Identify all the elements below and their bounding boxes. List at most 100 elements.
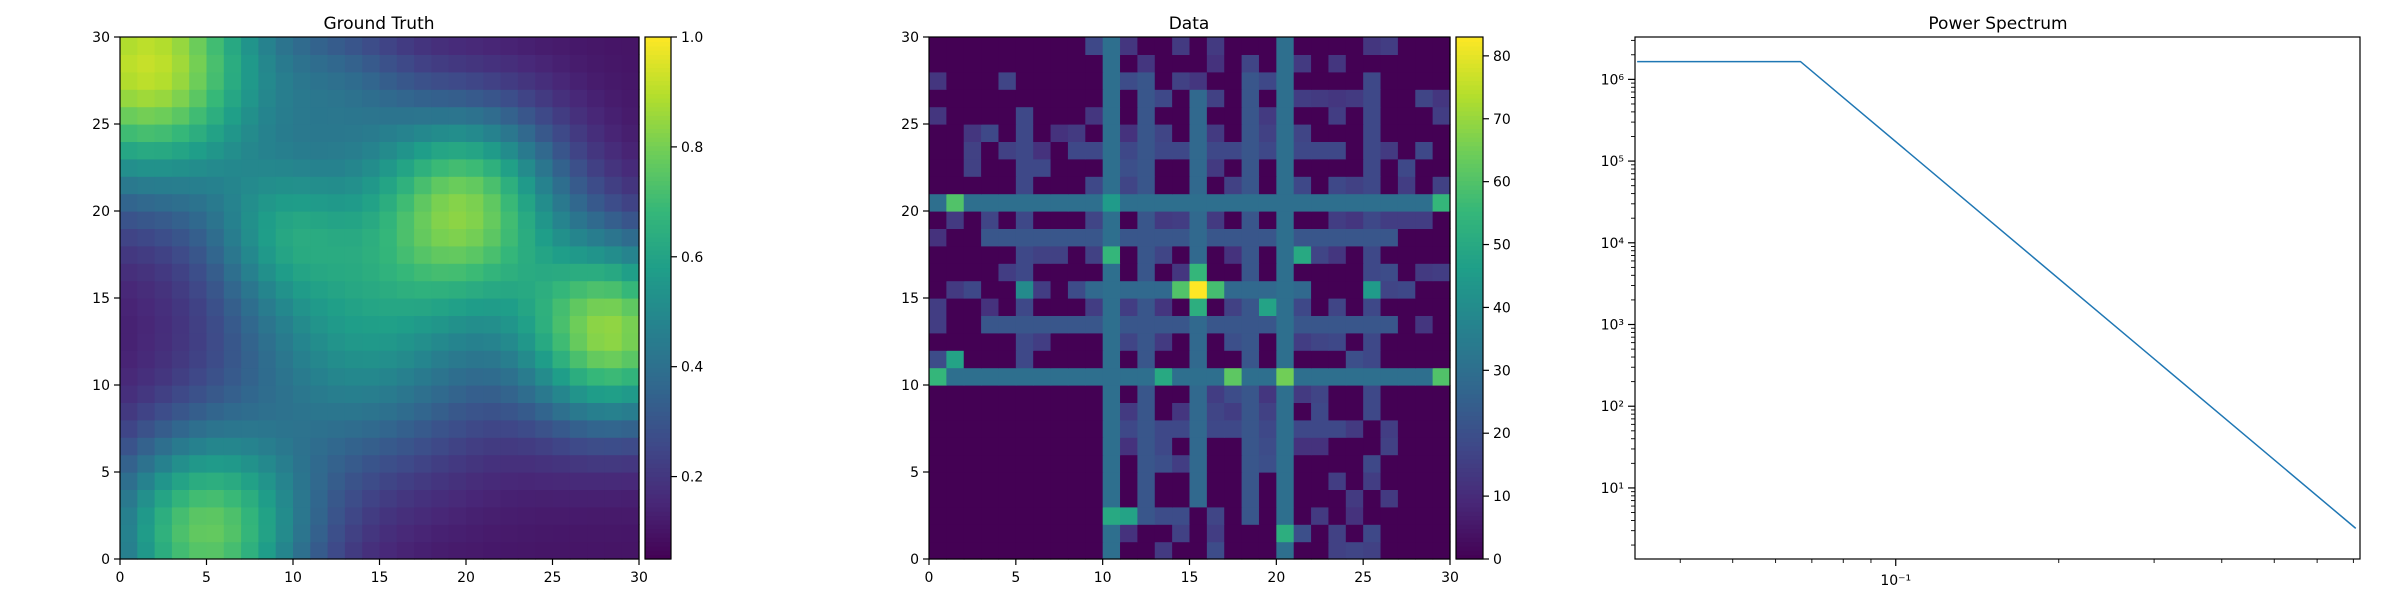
colorbar-segment: [645, 506, 671, 512]
heatmap-cell: [310, 541, 329, 560]
colorbar-segment: [1456, 37, 1483, 42]
heatmap-cells: [929, 37, 1451, 560]
heatmap-cell: [189, 541, 208, 560]
heatmap-cell: [327, 419, 346, 438]
heatmap-cell: [327, 158, 346, 177]
heatmap-cell: [466, 489, 484, 508]
colorbar-segment: [645, 250, 671, 256]
heatmap-cell: [1050, 228, 1069, 247]
heatmap-cell: [1015, 228, 1034, 247]
heatmap-cell: [587, 124, 605, 142]
heatmap-cell: [552, 437, 571, 456]
heatmap-cell: [1120, 454, 1138, 473]
heatmap-cell: [929, 489, 947, 508]
colorbar-segment: [1456, 350, 1483, 356]
heatmap-cell: [1328, 385, 1347, 403]
heatmap-cell: [1293, 350, 1312, 369]
heatmap-cell: [414, 454, 432, 473]
colorbar-segment: [1456, 206, 1483, 212]
heatmap-cell: [621, 419, 640, 438]
heatmap-cell: [929, 332, 947, 351]
y-tick-label: 5: [910, 465, 919, 481]
heatmap-cell: [1206, 37, 1225, 55]
heatmap-cell: [171, 350, 190, 369]
heatmap-cell: [604, 298, 623, 316]
colorbar-segment: [645, 328, 671, 334]
heatmap-cell: [621, 524, 640, 543]
heatmap-cell: [1328, 315, 1347, 334]
colorbar-segment: [645, 58, 671, 64]
heatmap-cell: [466, 245, 484, 264]
heatmap-cell: [1345, 124, 1364, 142]
colorbar-segment: [645, 467, 671, 473]
x-tick-label: 25: [1354, 570, 1372, 586]
heatmap-cell: [1154, 332, 1173, 351]
heatmap-cell: [1432, 228, 1451, 247]
heatmap-cell: [137, 472, 156, 490]
heatmap-cell: [1415, 524, 1434, 543]
heatmap-cell: [500, 385, 519, 403]
colorbar-tick-label: 10: [1493, 489, 1511, 505]
heatmap-cell: [362, 158, 381, 177]
colorbar-segment: [1456, 328, 1483, 334]
heatmap-cell: [1137, 385, 1156, 403]
heatmap-cell: [1137, 89, 1156, 108]
heatmap-cell: [275, 315, 294, 334]
heatmap-cell: [1311, 419, 1330, 438]
heatmap-cell: [552, 141, 571, 160]
heatmap-cell: [120, 524, 138, 543]
heatmap-cell: [1311, 176, 1330, 195]
heatmap-cell: [1085, 298, 1104, 316]
heatmap-cell: [1241, 124, 1260, 142]
heatmap-cell: [448, 315, 467, 334]
heatmap-cell: [223, 141, 242, 160]
heatmap-cell: [981, 332, 1000, 351]
heatmap-cell: [517, 332, 536, 351]
heatmap-cell: [1067, 350, 1086, 369]
heatmap-cell: [154, 176, 173, 195]
heatmap-cell: [552, 263, 571, 282]
heatmap-cell: [206, 141, 225, 160]
heatmap-cell: [517, 385, 536, 403]
heatmap-cell: [1241, 419, 1260, 438]
heatmap-cell: [1085, 37, 1104, 55]
heatmap-cell: [310, 437, 329, 456]
heatmap-cell: [1415, 506, 1434, 525]
heatmap-cell: [621, 315, 640, 334]
heatmap-cell: [604, 315, 623, 334]
heatmap-cell: [1415, 71, 1434, 90]
heatmap-cell: [1345, 315, 1364, 334]
heatmap-cell: [1345, 385, 1364, 403]
heatmap-cell: [604, 176, 623, 195]
heatmap-cell: [1224, 454, 1243, 473]
heatmap-cell: [483, 437, 502, 456]
heatmap-cell: [1067, 524, 1086, 543]
heatmap-cell: [587, 402, 605, 421]
heatmap-cell: [137, 419, 156, 438]
heatmap-cell: [1328, 419, 1347, 438]
heatmap-cell: [500, 37, 519, 55]
colorbar-segment: [645, 206, 671, 212]
heatmap-cell: [396, 176, 415, 195]
heatmap-cell: [1067, 176, 1086, 195]
heatmap-cell: [1154, 193, 1173, 212]
heatmap-cell: [293, 89, 311, 108]
heatmap-cell: [120, 350, 138, 369]
heatmap-cell: [189, 437, 208, 456]
heatmap-cell: [379, 106, 398, 125]
heatmap-cell: [1276, 158, 1295, 177]
heatmap-cell: [981, 158, 1000, 177]
heatmap-cell: [362, 245, 381, 264]
heatmap-cell: [171, 158, 190, 177]
heatmap-cell: [1189, 367, 1208, 386]
heatmap-cell: [1154, 472, 1173, 490]
heatmap-cell: [621, 402, 640, 421]
heatmap-cell: [1033, 193, 1052, 212]
colorbar-segment: [1456, 267, 1483, 273]
heatmap-cell: [1224, 541, 1243, 560]
heatmap-cell: [1380, 385, 1399, 403]
heatmap-cell: [344, 367, 363, 386]
heatmap-cell: [396, 385, 415, 403]
heatmap-cell: [1120, 367, 1138, 386]
heatmap-cell: [621, 89, 640, 108]
